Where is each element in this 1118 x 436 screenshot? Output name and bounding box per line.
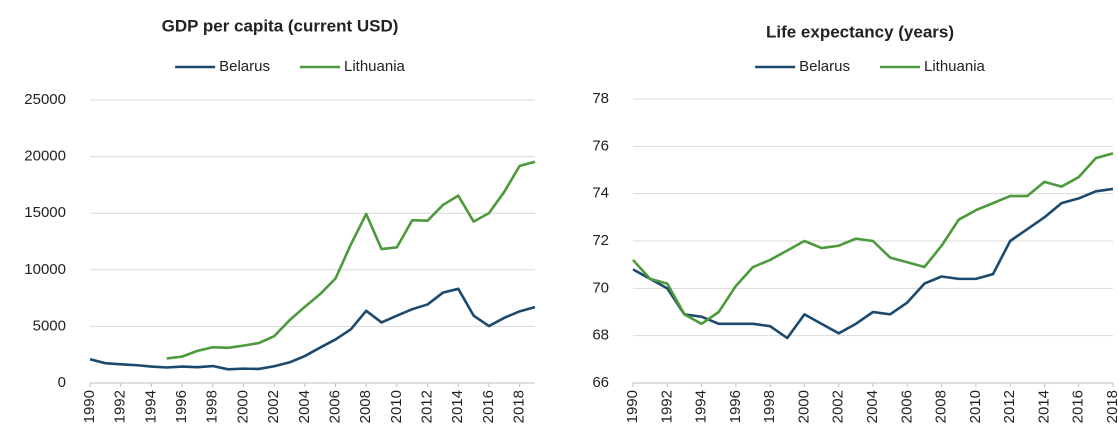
x-tick-label: 2004 (864, 390, 881, 423)
y-tick-label: 15000 (24, 204, 66, 221)
x-tick-label: 1992 (112, 390, 129, 423)
x-tick-label: 2016 (1070, 390, 1087, 423)
x-tick-label: 2014 (449, 390, 466, 423)
y-tick-label: 70 (592, 279, 609, 296)
y-tick-label: 72 (592, 232, 609, 249)
y-tick-label: 20000 (24, 148, 66, 165)
y-tick-label: 74 (592, 185, 609, 202)
legend-label: Belarus (219, 58, 270, 75)
x-tick-label: 2000 (234, 390, 251, 423)
legend: Belarus Lithuania (755, 58, 986, 75)
legend-label: Lithuania (344, 58, 406, 75)
x-tick-label: 1990 (624, 390, 641, 423)
y-tick-label: 5000 (33, 317, 66, 334)
series-line (89, 287, 536, 371)
x-tick-label: 1998 (761, 390, 778, 423)
series-line (166, 160, 536, 360)
x-tick-label: 1994 (142, 390, 159, 423)
y-tick-label: 78 (592, 90, 609, 107)
x-tick-label: 2006 (326, 390, 343, 423)
x-tick-label: 2002 (265, 390, 282, 423)
y-tick-label: 66 (592, 374, 609, 391)
x-tick-label: 1994 (693, 390, 710, 423)
x-tick-label: 2002 (830, 390, 847, 423)
chart-title: GDP per capita (current USD) (162, 16, 399, 35)
x-tick-label: 2008 (357, 390, 374, 423)
x-tick-label: 2014 (1035, 390, 1052, 423)
x-tick-label: 2012 (419, 390, 436, 423)
x-tick-label: 2012 (1001, 390, 1018, 423)
x-tick-label: 1996 (727, 390, 744, 423)
x-tick-label: 2018 (1104, 390, 1118, 423)
x-tick-label: 1998 (204, 390, 221, 423)
legend: Belarus Lithuania (175, 58, 406, 75)
x-tick-label: 1990 (81, 390, 98, 423)
x-tick-label: 2008 (933, 390, 950, 423)
x-tick-label: 2010 (388, 390, 405, 423)
y-tick-label: 10000 (24, 261, 66, 278)
y-tick-label: 0 (58, 374, 66, 391)
series-line (632, 152, 1114, 326)
x-tick-label: 2004 (296, 390, 313, 423)
x-tick-label: 2018 (511, 390, 528, 423)
x-tick-label: 1996 (173, 390, 190, 423)
legend-label: Lithuania (924, 58, 986, 75)
x-tick-label: 2016 (480, 390, 497, 423)
y-tick-label: 25000 (24, 91, 66, 108)
x-tick-label: 1992 (658, 390, 675, 423)
x-tick-label: 2010 (967, 390, 984, 423)
y-tick-label: 76 (592, 137, 609, 154)
x-tick-label: 2000 (795, 390, 812, 423)
y-tick-label: 68 (592, 327, 609, 344)
x-tick-label: 2006 (898, 390, 915, 423)
chart-title: Life expectancy (years) (766, 22, 954, 41)
series-line (632, 187, 1114, 340)
legend-label: Belarus (799, 58, 850, 75)
